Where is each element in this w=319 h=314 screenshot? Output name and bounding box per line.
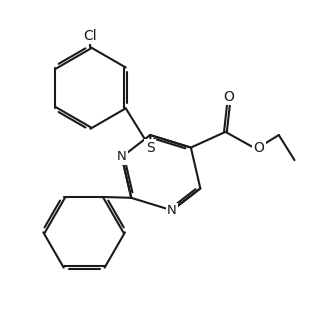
Text: N: N: [117, 150, 127, 164]
Text: O: O: [223, 89, 234, 104]
Text: S: S: [146, 141, 154, 154]
Text: O: O: [254, 141, 264, 154]
Text: Cl: Cl: [84, 29, 97, 43]
Text: N: N: [167, 204, 177, 217]
